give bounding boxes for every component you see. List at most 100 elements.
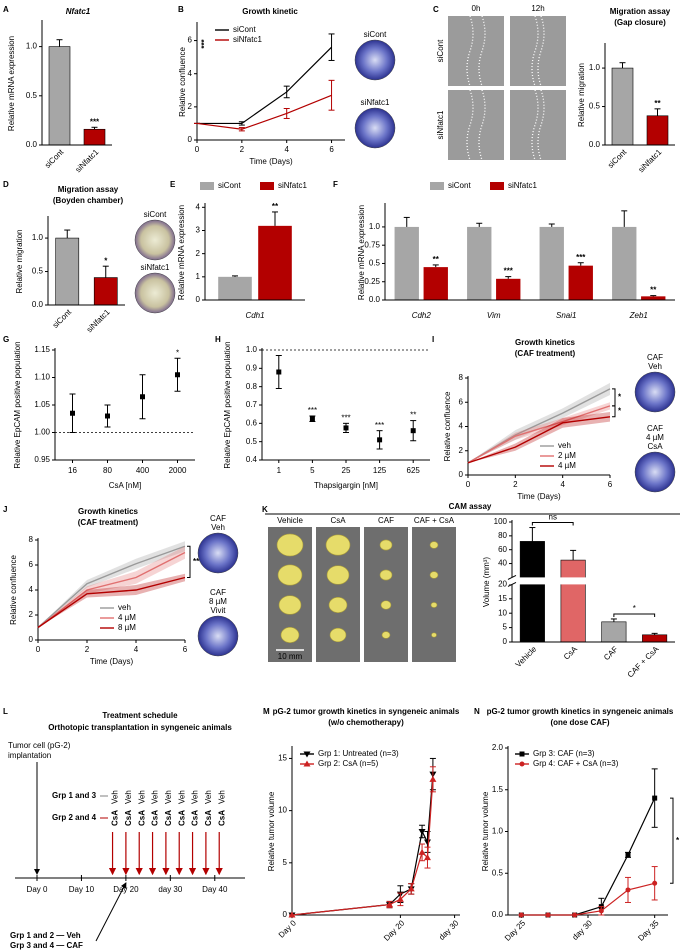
image-dish xyxy=(354,107,396,149)
cam-tumor xyxy=(326,565,350,585)
x-tick-label: 0 xyxy=(36,645,41,654)
y-tick-label: 1 xyxy=(196,272,201,281)
y-tick-label: 1.0 xyxy=(589,63,601,72)
x-tick-label: 2 xyxy=(240,145,245,154)
legend-swatch xyxy=(430,182,444,190)
group-label: Grp 1 and 3 xyxy=(52,791,97,800)
chart-subtitle: (one dose CAF) xyxy=(550,718,609,727)
bar xyxy=(48,46,71,146)
dose-label: CsA xyxy=(151,810,160,826)
panel-letter: L xyxy=(3,707,8,716)
x-tick-label: Day 0 xyxy=(277,918,299,940)
cam-tumor xyxy=(430,602,438,608)
x-tick-label: 1 xyxy=(277,466,282,475)
significance: ns xyxy=(549,513,557,522)
micrograph xyxy=(510,16,566,86)
x-tick-label: 4 xyxy=(134,645,139,654)
x-tick-label: Cdh1 xyxy=(245,311,264,320)
chart-title: Nfatc1 xyxy=(66,7,91,16)
y-tick-label: 0.0 xyxy=(369,295,381,304)
error-band xyxy=(468,411,610,463)
x-tick-label: siCont xyxy=(606,147,629,170)
image-dish xyxy=(634,371,676,413)
cam-tumor xyxy=(431,632,437,638)
cam-tumor xyxy=(276,533,304,557)
dose-label: CsA xyxy=(217,810,226,826)
wound-edge xyxy=(537,15,545,87)
dose-label: Veh xyxy=(217,790,226,804)
y-tick-label: 1.0 xyxy=(492,827,504,836)
legend-swatch xyxy=(200,182,214,190)
x-tick-label: 625 xyxy=(407,466,421,475)
y-axis-label: Volume (mm³) xyxy=(482,557,491,608)
significance: ** xyxy=(650,286,657,295)
y-tick-label: 2 xyxy=(196,249,201,258)
x-tick-label: 400 xyxy=(136,466,150,475)
image-label: 4 µM xyxy=(646,433,664,442)
marker xyxy=(652,880,658,886)
footnote: Grp 1 and 2 — Veh xyxy=(10,931,81,940)
chart-subtitle: (w/o chemotherapy) xyxy=(328,718,404,727)
significance: *** xyxy=(308,406,317,415)
y-axis-label: Relative mRNA expression xyxy=(7,36,16,131)
marker xyxy=(303,751,311,758)
image-label: Veh xyxy=(648,362,662,371)
bar xyxy=(83,128,106,146)
x-tick-label: 25 xyxy=(342,466,351,475)
marker xyxy=(140,394,145,400)
timeline-label: day 30 xyxy=(158,885,183,894)
x-axis-label: Time (Days) xyxy=(517,492,561,501)
group-label: Grp 2 and 4 xyxy=(52,813,97,822)
marker xyxy=(303,760,311,767)
marker xyxy=(572,912,578,918)
significance: *** xyxy=(375,421,384,430)
chart-title: pG-2 tumor growth kinetics in syngeneic … xyxy=(487,707,674,716)
y-tick-label: 40 xyxy=(498,559,507,568)
image-column-label: CAF xyxy=(378,516,394,525)
bar xyxy=(560,559,586,643)
legend-label: Grp 4: CAF + CsA (n=3) xyxy=(533,759,619,768)
y-tick-label: 0.5 xyxy=(369,259,381,268)
y-tick-label: 4 xyxy=(459,422,464,431)
y-tick-label: 2.0 xyxy=(492,743,504,752)
y-tick-label: 6 xyxy=(29,560,34,569)
panel-letter: D xyxy=(3,180,9,189)
y-tick-label: 1.05 xyxy=(34,400,50,409)
bar xyxy=(519,541,545,643)
x-tick-label: 2 xyxy=(85,645,90,654)
x-tick-label: siCont xyxy=(51,307,74,330)
series-line xyxy=(467,416,611,464)
significance: ** xyxy=(433,255,440,264)
x-tick-label: 2 xyxy=(513,480,518,489)
y-tick-label: 6 xyxy=(459,397,464,406)
chart-subtitle: (CAF treatment) xyxy=(515,349,576,358)
x-tick-label: 4 xyxy=(284,145,289,154)
y-tick-label: 1.0 xyxy=(369,222,381,231)
cam-tumor xyxy=(325,534,351,556)
series-line xyxy=(196,94,332,130)
y-tick-label: 1.5 xyxy=(492,785,504,794)
marker xyxy=(410,428,416,434)
cam-tumor xyxy=(381,631,391,639)
marker xyxy=(518,912,524,918)
y-tick-label: 1.0 xyxy=(26,42,38,51)
y-axis-label: Relative confluence xyxy=(443,391,452,461)
panel-letter: C xyxy=(433,5,439,14)
series-line xyxy=(291,779,434,916)
bar xyxy=(641,296,666,300)
bar xyxy=(496,278,521,300)
timeline-label: Day 0 xyxy=(27,885,48,894)
dose-label: Veh xyxy=(111,790,120,804)
marker xyxy=(407,885,415,892)
panel-letter: B xyxy=(178,5,184,14)
wound-edge xyxy=(537,89,545,161)
chart-subtitle: (Boyden chamber) xyxy=(53,196,124,205)
image-dish xyxy=(134,219,176,261)
y-tick-label: 0.75 xyxy=(364,240,380,249)
dose-label: Veh xyxy=(124,790,133,804)
dose-label: Veh xyxy=(191,790,200,804)
y-tick-label: 0 xyxy=(29,635,34,644)
x-tick-label: Day 35 xyxy=(636,918,661,943)
x-tick-label: 125 xyxy=(373,466,387,475)
bar xyxy=(394,226,419,300)
